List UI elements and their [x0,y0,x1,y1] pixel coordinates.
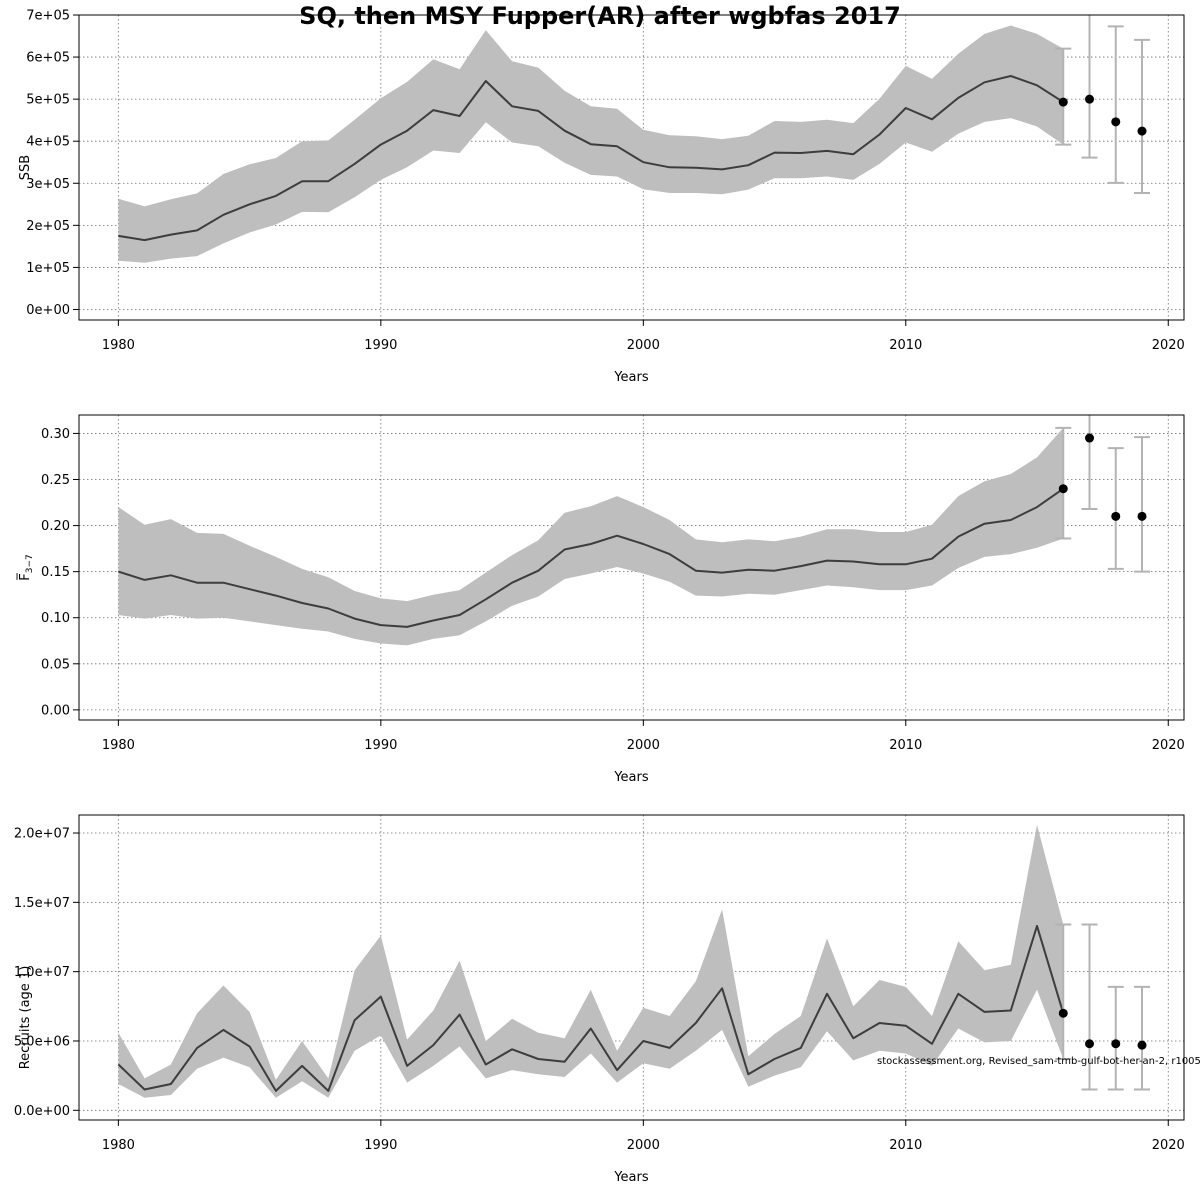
ssb-forecast-point [1085,94,1095,104]
recruits-forecast-point [1111,1039,1121,1049]
recruits-y-tick-label: 0.0e+00 [14,1104,70,1119]
fbar-forecast-point [1085,433,1095,443]
fbar-x-tick-label: 1990 [364,738,397,753]
fbar-y-axis-label-sub: 3−7 [25,554,35,573]
fbar-y-tick-label: 0.30 [41,427,70,442]
recruits-forecast-point [1085,1039,1095,1049]
ssb-forecast-point [1137,126,1147,136]
ssb-x-tick-label: 2020 [1152,338,1185,353]
recruits-x-tick-label: 2010 [889,1138,922,1153]
ssb-estimate-line [118,75,1064,242]
ssb-forecast-point [1111,117,1121,127]
fbar-x-tick-label: 1980 [102,738,135,753]
fbar-plot-frame [78,414,1185,721]
ssb-y-axis-label: SSB [18,155,33,180]
fbar-confidence-band [118,427,1064,646]
ssb-y-tick-label: 4e+05 [26,135,70,150]
recruits-band-area [118,824,1064,1098]
recruits-panel: 0.0e+00 5.0e+06 1.0e+07 1.5e+07 2.0e+07 1980… [14,814,1185,1185]
ssb-y-tick-label: 7e+05 [26,9,70,24]
recruits-x-axis: 1980 1990 2000 2010 2020 [102,1120,1185,1153]
fbar-panel: 0.00 0.05 0.10 0.15 0.20 0.25 0.30 1980 1990 200… [17,414,1185,785]
fbar-x-tick-label: 2000 [627,738,660,753]
recruits-y-tick-label: 2.0e+07 [14,827,70,842]
recruits-y-tick-label: 5.0e+06 [14,1034,70,1049]
fbar-y-tick-label: 0.25 [41,473,70,488]
ssb-forecast-point [1058,97,1068,107]
fbar-estimate-line [118,487,1064,628]
ssb-x-axis-label: Years [613,370,649,385]
chart-title: SQ, then MSY Fupper(AR) after wgbfas 201… [299,2,901,30]
ssb-y-tick-label: 6e+05 [26,51,70,66]
fbar-y-axis-label-main: F̅ [17,572,33,581]
ssb-y-tick-label: 5e+05 [26,93,70,108]
recruits-x-tick-label: 2000 [627,1138,660,1153]
fbar-forecast-point [1111,511,1121,521]
fbar-x-tick-label: 2010 [889,738,922,753]
recruits-x-tick-label: 2020 [1152,1138,1185,1153]
fbar-y-tick-label: 0.10 [41,611,70,626]
fbar-y-axis: 0.00 0.05 0.10 0.15 0.20 0.25 0.30 [41,427,79,718]
ssb-x-tick-label: 2010 [889,338,922,353]
ssb-x-tick-label: 2000 [627,338,660,353]
recruits-forecast-point [1058,1008,1068,1018]
recruits-estimate-polyline [117,924,1065,1092]
recruits-y-axis-label: Recruits (age 1) [18,966,33,1070]
fbar-y-tick-label: 0.05 [41,657,70,672]
fbar-y-axis-label: F̅3−7 [17,554,35,580]
recruits-plot-frame [78,814,1185,1121]
source-footnote: stockassessment.org, Revised_sam-tmb-gul… [877,1056,1200,1067]
ssb-y-tick-label: 0e+00 [26,303,70,318]
ssb-y-tick-label: 2e+05 [26,219,70,234]
ssb-y-tick-label: 1e+05 [26,261,70,276]
fbar-forecast-point [1058,484,1068,494]
ssb-estimate-polyline [118,75,1064,242]
fbar-y-tick-label: 0.20 [41,519,70,534]
recruits-x-tick-label: 1990 [364,1138,397,1153]
ssb-y-tick-label: 3e+05 [26,177,70,192]
ssb-forecast [1055,15,1151,194]
fbar-x-tick-label: 2020 [1152,738,1185,753]
recruits-forecast-point [1137,1040,1147,1050]
fbar-y-tick-label: 0.15 [41,565,70,580]
fbar-band-area [118,427,1064,646]
fbar-forecast-point [1137,511,1147,521]
recruits-x-axis-label: Years [613,1170,649,1185]
recruits-forecast [1055,923,1151,1091]
fbar-forecast [1055,415,1151,573]
ssb-x-tick-label: 1980 [102,338,135,353]
recruits-y-tick-label: 1.0e+07 [14,965,70,980]
ssb-x-axis: 1980 1990 2000 2010 2020 [102,320,1185,353]
recruits-y-axis: 0.0e+00 5.0e+06 1.0e+07 1.5e+07 2.0e+07 [14,827,79,1119]
recruits-confidence-band [118,824,1064,1098]
fbar-y-tick-label: 0.00 [41,703,70,718]
ssb-panel: 0e+00 1e+05 2e+05 3e+05 4e+05 5e+05 6e+05 7e+05… [18,9,1185,386]
ssb-plot-frame [78,14,1185,321]
ssb-y-axis: 0e+00 1e+05 2e+05 3e+05 4e+05 5e+05 6e+05 7e+05 [26,9,79,318]
ssb-x-tick-label: 1990 [364,338,397,353]
recruits-y-tick-label: 1.5e+07 [14,896,70,911]
fbar-x-axis: 1980 1990 2000 2010 2020 [102,720,1185,753]
recruits-x-tick-label: 1980 [102,1138,135,1153]
fbar-x-axis-label: Years [613,770,649,785]
recruits-estimate-line [117,924,1065,1092]
fbar-estimate-polyline [118,487,1064,628]
